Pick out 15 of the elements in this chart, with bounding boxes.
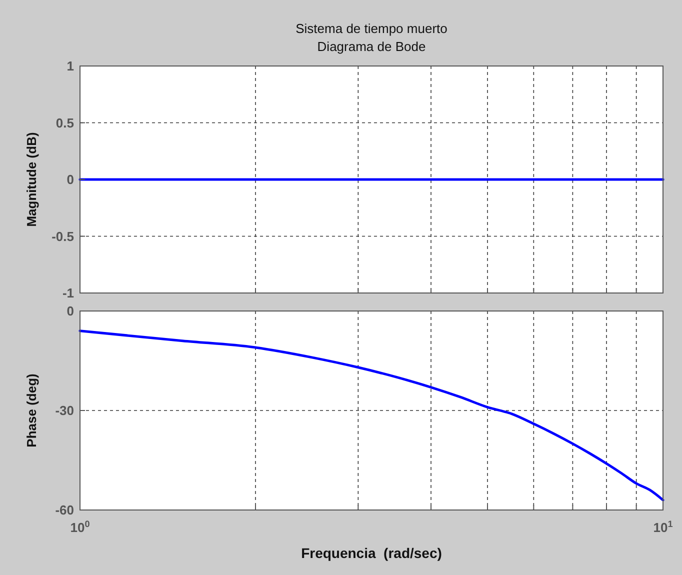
y-axis-title: Magnitude (dB)	[24, 132, 39, 227]
chart-title: Sistema de tiempo muerto	[296, 21, 448, 36]
y-tick-label: -60	[55, 502, 74, 518]
y-tick-label: 0.5	[56, 115, 74, 130]
y-axis-title: Phase (deg)	[24, 374, 39, 448]
chart-subtitle: Diagrama de Bode	[317, 39, 426, 54]
y-tick-label: -0.5	[52, 228, 74, 244]
y-tick-label: 1	[66, 58, 74, 74]
x-tick-label: 10$^{1}$	[653, 519, 673, 535]
y-tick-label: 0	[66, 172, 74, 188]
y-tick-label: -30	[55, 403, 74, 418]
x-axis-title: Frequencia (rad/sec)	[301, 545, 442, 561]
y-tick-label: 0	[66, 304, 74, 319]
y-tick-label: -1	[62, 286, 74, 301]
x-tick-label: 10$^{0}$	[70, 519, 90, 535]
